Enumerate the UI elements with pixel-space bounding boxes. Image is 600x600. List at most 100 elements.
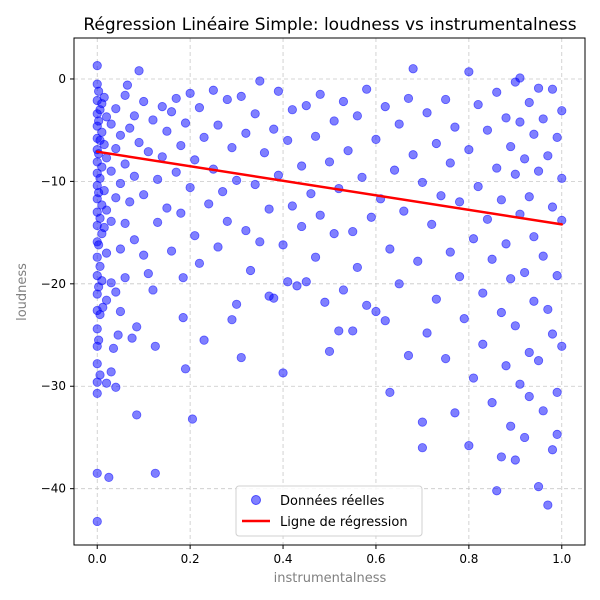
- data-point: [115, 130, 126, 140]
- data-point: [108, 343, 119, 353]
- y-tick-label: −20: [41, 277, 66, 291]
- data-point: [97, 162, 107, 172]
- data-point: [394, 279, 404, 289]
- x-tick-label: 0.0: [88, 552, 107, 566]
- data-point: [92, 324, 102, 334]
- data-point: [445, 247, 455, 257]
- data-point: [482, 125, 493, 135]
- data-point: [97, 276, 107, 286]
- data-point: [111, 144, 121, 154]
- data-point: [324, 346, 335, 357]
- data-point: [99, 139, 109, 150]
- data-point: [408, 150, 418, 160]
- data-point: [278, 368, 288, 378]
- data-point: [111, 193, 121, 203]
- data-point: [111, 104, 121, 114]
- data-point: [417, 177, 428, 188]
- legend: Données réelles Ligne de régression: [235, 485, 423, 537]
- data-point: [255, 237, 265, 247]
- data-point: [487, 254, 497, 264]
- data-point: [459, 314, 469, 324]
- data-point: [143, 268, 153, 279]
- data-point: [94, 86, 104, 96]
- data-point: [524, 391, 534, 402]
- data-point: [454, 272, 465, 282]
- x-tick-label: 0.4: [273, 552, 292, 566]
- data-point: [334, 326, 344, 336]
- data-point: [278, 240, 288, 250]
- data-point: [125, 197, 135, 207]
- data-point: [473, 99, 483, 110]
- x-tick-label: 0.2: [181, 552, 200, 566]
- y-tick-label: −40: [41, 482, 66, 496]
- data-point: [115, 306, 126, 317]
- data-point: [106, 216, 116, 226]
- data-point: [422, 108, 432, 118]
- regression-line: [95, 150, 564, 226]
- data-point: [371, 306, 381, 317]
- data-point: [231, 175, 242, 185]
- data-point: [245, 265, 256, 276]
- data-point: [441, 94, 451, 105]
- data-point: [287, 201, 297, 211]
- data-point: [171, 167, 181, 177]
- data-point: [543, 500, 553, 510]
- data-point: [445, 158, 455, 168]
- x-tick-label: 0.6: [366, 552, 385, 566]
- data-point: [95, 261, 105, 272]
- data-point: [524, 347, 534, 358]
- data-point: [120, 273, 130, 283]
- data-point: [180, 118, 191, 128]
- data-point: [250, 179, 260, 190]
- data-point: [94, 116, 104, 126]
- data-point: [171, 93, 181, 104]
- data-point: [315, 210, 325, 220]
- data-point: [510, 455, 520, 465]
- data-point: [557, 173, 567, 183]
- data-point: [297, 221, 307, 232]
- data-point: [515, 73, 525, 83]
- data-point: [95, 213, 105, 223]
- data-point: [122, 80, 133, 90]
- data-point: [464, 145, 474, 155]
- data-point: [92, 252, 102, 262]
- data-point: [176, 140, 186, 151]
- y-axis-label: loudness: [15, 263, 30, 321]
- data-point: [306, 189, 316, 199]
- data-point: [111, 382, 121, 392]
- data-point: [324, 157, 335, 167]
- data-point: [150, 468, 160, 478]
- data-point: [496, 195, 506, 205]
- data-point: [292, 281, 302, 291]
- chart-title: Régression Linéaire Simple: loudness vs …: [83, 15, 576, 35]
- data-point: [468, 373, 479, 383]
- data-point: [413, 256, 423, 266]
- data-point: [190, 155, 200, 165]
- data-point: [132, 322, 142, 332]
- data-point: [269, 293, 279, 303]
- data-point: [104, 472, 114, 482]
- data-point: [389, 165, 400, 175]
- data-point: [213, 120, 223, 130]
- data-point: [287, 105, 297, 115]
- data-point: [208, 85, 218, 95]
- data-point: [441, 353, 451, 364]
- data-point: [338, 96, 349, 107]
- data-point: [352, 262, 362, 273]
- data-point: [464, 67, 474, 77]
- data-point: [162, 126, 172, 136]
- data-point: [236, 352, 246, 363]
- data-point: [194, 258, 205, 268]
- data-point: [101, 153, 112, 163]
- data-point: [113, 330, 123, 340]
- data-point: [94, 240, 104, 250]
- data-point: [227, 315, 237, 325]
- data-point: [552, 387, 562, 397]
- data-point: [218, 187, 228, 197]
- data-point: [557, 341, 567, 351]
- data-point: [148, 115, 158, 125]
- data-point: [222, 216, 232, 226]
- data-point: [95, 173, 105, 183]
- data-point: [187, 414, 198, 424]
